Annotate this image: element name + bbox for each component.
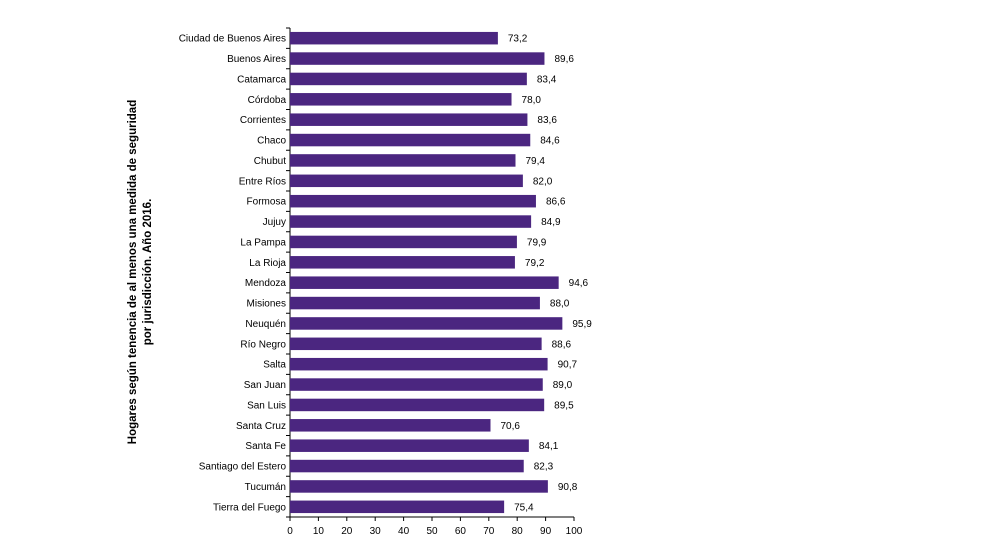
x-tick-label: 0 bbox=[287, 526, 293, 537]
category-label: San Luis bbox=[247, 400, 286, 411]
value-label: 84,6 bbox=[540, 136, 560, 147]
chart-title-line: por jurisdicción. Año 2016. bbox=[142, 199, 154, 346]
value-label: 79,2 bbox=[525, 258, 545, 269]
category-label: Neuquén bbox=[245, 319, 286, 330]
bar bbox=[290, 378, 543, 391]
bar bbox=[290, 480, 548, 493]
value-label: 95,9 bbox=[572, 319, 592, 330]
category-label: San Juan bbox=[244, 380, 286, 391]
category-label: Buenos Aires bbox=[227, 54, 286, 65]
bar bbox=[290, 276, 559, 289]
x-tick-label: 80 bbox=[512, 526, 524, 537]
value-label: 88,6 bbox=[552, 339, 572, 350]
value-label: 83,6 bbox=[537, 115, 557, 126]
value-label: 89,6 bbox=[554, 54, 574, 65]
value-label: 94,6 bbox=[569, 278, 589, 289]
x-tick-label: 30 bbox=[370, 526, 382, 537]
category-label: Formosa bbox=[247, 197, 287, 208]
bar bbox=[290, 72, 527, 86]
value-label: 79,4 bbox=[525, 156, 545, 167]
category-label: La Rioja bbox=[249, 258, 286, 269]
bar bbox=[290, 256, 515, 269]
value-label: 84,9 bbox=[541, 217, 561, 228]
bar bbox=[290, 439, 529, 452]
category-label: Río Negro bbox=[240, 339, 286, 350]
bar bbox=[290, 459, 524, 473]
category-label: Tucumán bbox=[245, 482, 286, 493]
category-label: Ciudad de Buenos Aires bbox=[179, 34, 286, 45]
bar bbox=[290, 215, 532, 228]
category-label: Jujuy bbox=[263, 217, 286, 228]
bar bbox=[290, 500, 505, 514]
bar bbox=[290, 398, 545, 412]
category-label: Santa Fe bbox=[245, 441, 286, 452]
category-label: La Pampa bbox=[240, 237, 286, 248]
value-label: 73,2 bbox=[508, 34, 528, 45]
x-tick-label: 60 bbox=[455, 526, 467, 537]
category-label: Chaco bbox=[257, 136, 286, 147]
x-tick-label: 10 bbox=[313, 526, 325, 537]
value-label: 88,0 bbox=[550, 299, 570, 310]
category-label: Mendoza bbox=[245, 278, 287, 289]
value-label: 89,0 bbox=[553, 380, 573, 391]
value-label: 82,3 bbox=[534, 462, 554, 473]
category-label: Catamarca bbox=[237, 74, 286, 85]
category-label: Corrientes bbox=[240, 115, 286, 126]
x-tick-label: 70 bbox=[483, 526, 495, 537]
bar bbox=[290, 31, 498, 45]
x-tick-label: 50 bbox=[426, 526, 438, 537]
category-label: Misiones bbox=[247, 299, 286, 310]
category-label: Chubut bbox=[254, 156, 286, 167]
bar bbox=[290, 337, 542, 351]
category-label: Santiago del Estero bbox=[199, 462, 287, 473]
category-label: Entre Ríos bbox=[239, 176, 286, 187]
x-tick-label: 20 bbox=[341, 526, 353, 537]
x-tick-label: 90 bbox=[540, 526, 552, 537]
value-label: 79,9 bbox=[527, 237, 547, 248]
value-label: 75,4 bbox=[514, 502, 534, 513]
bar bbox=[290, 194, 536, 208]
bar bbox=[290, 133, 531, 147]
value-label: 90,7 bbox=[558, 360, 578, 371]
value-label: 89,5 bbox=[554, 400, 574, 411]
category-label: Tierra del Fuego bbox=[213, 502, 286, 513]
category-label: Córdoba bbox=[248, 95, 287, 106]
x-tick-label: 40 bbox=[398, 526, 410, 537]
x-tick-label: 100 bbox=[566, 526, 583, 537]
bar bbox=[290, 357, 548, 371]
bar bbox=[290, 93, 512, 106]
value-label: 84,1 bbox=[539, 441, 559, 452]
bar bbox=[290, 235, 517, 249]
value-label: 78,0 bbox=[522, 95, 542, 106]
bar bbox=[290, 419, 491, 432]
value-label: 70,6 bbox=[501, 421, 521, 432]
value-label: 83,4 bbox=[537, 74, 557, 85]
category-label: Santa Cruz bbox=[236, 421, 286, 432]
bar bbox=[290, 174, 523, 188]
value-label: 90,8 bbox=[558, 482, 578, 493]
chart-title-line: Hogares según tenencia de al menos una m… bbox=[127, 100, 139, 444]
value-label: 86,6 bbox=[546, 197, 566, 208]
bar bbox=[290, 317, 563, 330]
bar bbox=[290, 154, 516, 167]
bar bbox=[290, 52, 545, 65]
bar bbox=[290, 113, 528, 126]
bar bbox=[290, 296, 540, 310]
category-label: Salta bbox=[263, 360, 286, 371]
value-label: 82,0 bbox=[533, 176, 553, 187]
